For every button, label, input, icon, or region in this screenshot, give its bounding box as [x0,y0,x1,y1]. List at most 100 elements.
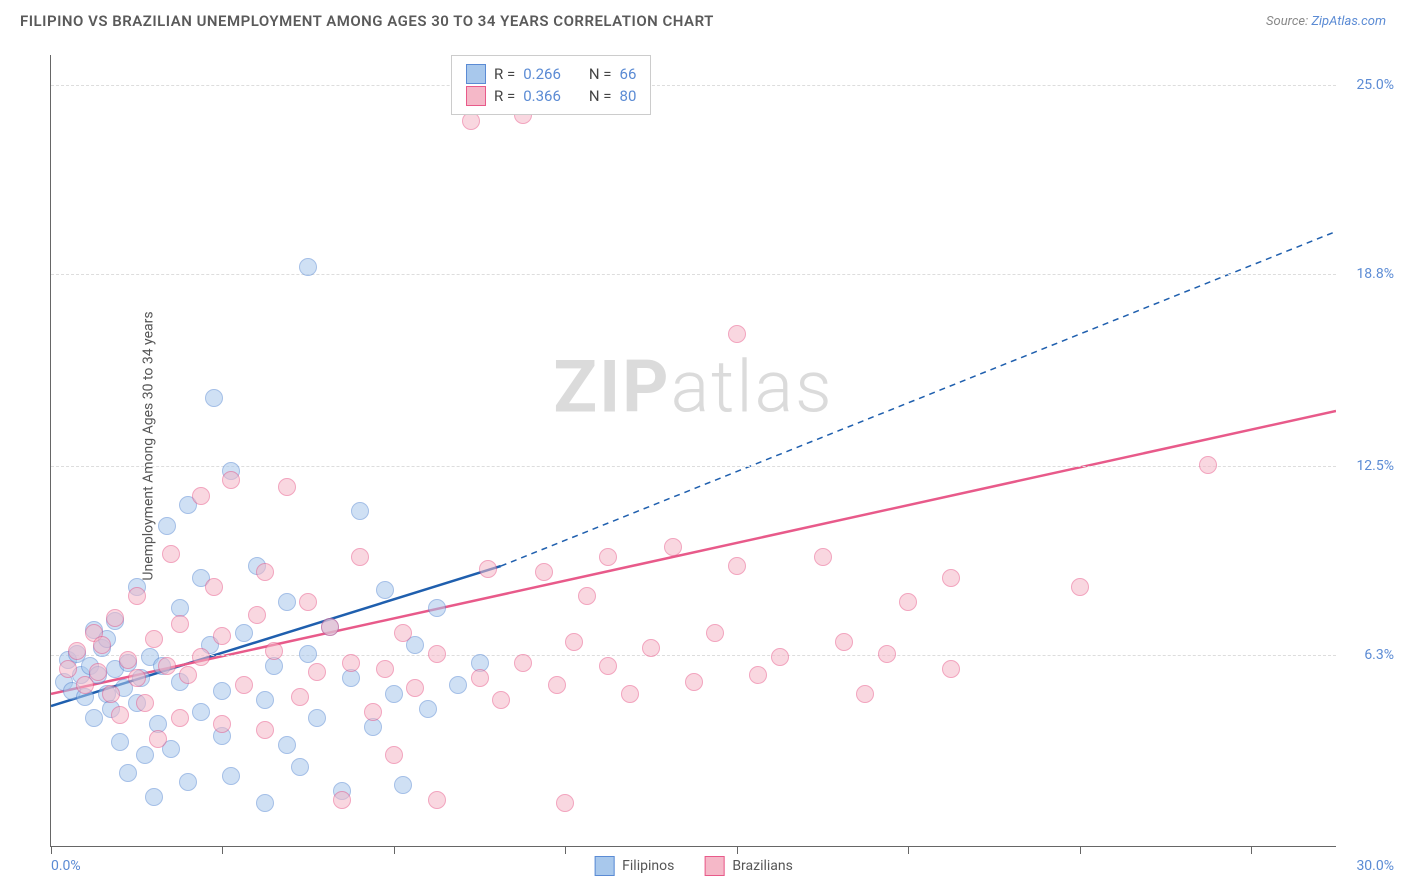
data-point [899,593,917,611]
data-point [235,676,253,694]
data-point [68,642,86,660]
data-point [256,691,274,709]
data-point [106,609,124,627]
data-point [213,682,231,700]
source-citation: Source: ZipAtlas.com [1266,14,1386,29]
x-tick [908,846,909,854]
data-point [278,593,296,611]
data-point [192,487,210,505]
data-point [321,618,339,636]
data-point [291,758,309,776]
x-tick [565,846,566,854]
legend-n-value: 80 [620,87,637,105]
data-point [685,673,703,691]
data-point [385,746,403,764]
data-point [235,624,253,642]
data-point [599,657,617,675]
data-point [664,538,682,556]
data-point [479,560,497,578]
data-point [145,630,163,648]
data-point [145,788,163,806]
data-point [308,709,326,727]
chart-title: FILIPINO VS BRAZILIAN UNEMPLOYMENT AMONG… [20,12,714,30]
data-point [514,654,532,672]
data-point [248,606,266,624]
data-point [364,703,382,721]
legend-r-value: 0.266 [523,65,561,83]
data-point [299,593,317,611]
data-point [128,587,146,605]
data-point [119,651,137,669]
data-point [394,776,412,794]
x-tick [1251,846,1252,854]
data-point [128,669,146,687]
x-tick [1080,846,1081,854]
data-point [728,557,746,575]
data-point [102,685,120,703]
y-tick-label: 25.0% [1356,77,1394,93]
data-point [222,767,240,785]
data-point [171,615,189,633]
data-point [428,791,446,809]
data-point [492,691,510,709]
data-point [376,581,394,599]
data-point [205,578,223,596]
data-point [376,660,394,678]
data-point [158,517,176,535]
data-point [333,791,351,809]
data-point [89,663,107,681]
data-point [428,645,446,663]
watermark: ZIPatlas [553,345,833,430]
data-point [385,685,403,703]
data-point [278,736,296,754]
source-link[interactable]: ZipAtlas.com [1311,14,1386,29]
data-point [111,733,129,751]
legend-item: Brazilians [704,856,793,876]
data-point [308,663,326,681]
y-tick-label: 6.3% [1364,647,1394,663]
y-tick-label: 18.8% [1356,266,1394,282]
legend-item: Filipinos [594,856,674,876]
data-point [548,676,566,694]
correlation-legend: R =0.266N =66R =0.366N =80 [451,55,651,115]
legend-series-label: Brazilians [732,858,793,874]
data-point [728,325,746,343]
legend-r-label: R = [494,87,515,105]
legend-r-value: 0.366 [523,87,561,105]
data-point [192,648,210,666]
gridline [51,274,1336,275]
data-point [119,764,137,782]
data-point [256,563,274,581]
data-point [171,709,189,727]
series-legend: Filipinos Brazilians [594,856,793,876]
data-point [158,657,176,675]
legend-row: R =0.266N =66 [466,64,636,84]
legend-swatch [704,856,724,876]
scatter-plot-area: ZIPatlas R =0.266N =66R =0.366N =80 Fili… [50,55,1336,847]
data-point [256,794,274,812]
y-tick-label: 12.5% [1356,458,1394,474]
legend-n-value: 66 [620,65,637,83]
gridline [51,85,1336,86]
regression-lines [51,55,1336,846]
data-point [1199,456,1217,474]
x-tick [737,846,738,854]
data-point [111,706,129,724]
gridline [51,466,1336,467]
legend-swatch [466,64,486,84]
data-point [771,648,789,666]
x-axis-min-label: 0.0% [51,858,81,874]
data-point [706,624,724,642]
chart-header: FILIPINO VS BRAZILIAN UNEMPLOYMENT AMONG… [0,0,1406,38]
data-point [394,624,412,642]
data-point [942,660,960,678]
data-point [351,548,369,566]
data-point [599,548,617,566]
data-point [192,703,210,721]
data-point [162,545,180,563]
data-point [179,773,197,791]
data-point [136,746,154,764]
data-point [856,685,874,703]
data-point [213,627,231,645]
x-tick [394,846,395,854]
